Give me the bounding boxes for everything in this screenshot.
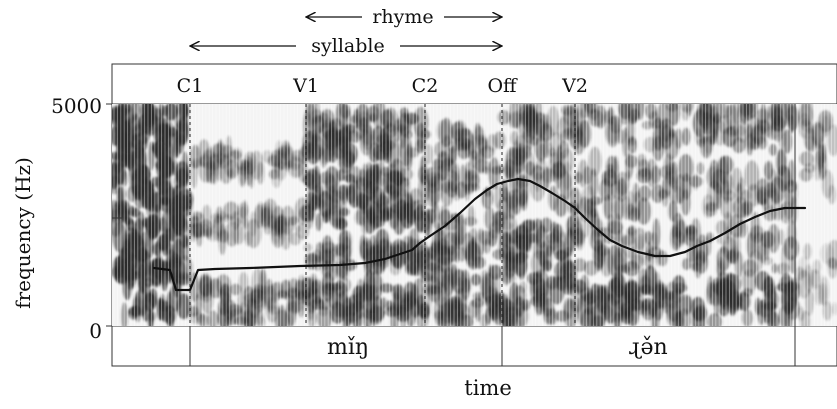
landmark-c1: C1 (177, 75, 204, 97)
spectrogram-energy (522, 219, 537, 231)
spectrogram-energy (335, 246, 343, 260)
spectrogram-energy (706, 282, 716, 305)
spectrogram-energy (779, 167, 790, 190)
landmark-v1: V1 (292, 75, 319, 97)
spectrogram-energy (658, 251, 668, 267)
spectrogram-energy (682, 128, 690, 146)
spectrogram-energy (477, 135, 489, 155)
spectrogram (108, 90, 837, 338)
spectrogram-energy (392, 284, 404, 300)
spectrogram-energy (771, 188, 781, 204)
spectrogram-energy (707, 313, 722, 330)
spectrogram-energy (520, 189, 528, 211)
spectrogram-energy (400, 107, 409, 117)
spectrogram-energy (776, 263, 790, 275)
spectrogram-energy (755, 271, 770, 291)
spectrogram-energy (804, 265, 813, 293)
spectrogram-energy (210, 155, 218, 185)
spectrogram-energy (665, 163, 676, 185)
landmark-v2: V2 (561, 75, 588, 97)
spectrogram-energy (432, 202, 440, 229)
landmark-c2: C2 (412, 75, 439, 97)
spectrogram-energy (757, 300, 766, 325)
spectrogram-energy (487, 229, 497, 247)
spectrogram-energy (243, 286, 254, 309)
spectrogram-energy (549, 276, 564, 304)
spectrogram-energy (280, 221, 291, 250)
segment-ren: ɻə̌n (628, 335, 667, 360)
spectrogram-energy (694, 255, 706, 266)
spectrogram-energy (226, 151, 241, 163)
spectrogram-energy (755, 109, 769, 123)
y-top-label: 5000 (51, 94, 102, 118)
spectrogram-energy (681, 296, 693, 313)
spectrogram-energy (702, 194, 715, 218)
spectrogram-energy (800, 311, 810, 333)
spectrogram-energy (308, 198, 315, 222)
x-axis-title: time (464, 376, 512, 400)
spectrogram-energy (649, 232, 658, 250)
spectrogram-energy (171, 197, 181, 205)
spectrogram-energy (167, 291, 174, 318)
spectrogram-energy (456, 128, 471, 137)
y-bottom-label: 0 (89, 319, 102, 343)
spectrogram-energy (682, 258, 691, 270)
y-axis-title: frequency (Hz) (11, 157, 35, 309)
spectrogram-energy (375, 229, 390, 255)
spectrogram-energy (325, 283, 335, 291)
spectrogram-energy (742, 201, 753, 216)
spectrogram-energy (553, 224, 564, 243)
spectrogram-energy (746, 133, 755, 150)
spectrogram-energy (697, 162, 704, 175)
spectrogram-energy (310, 298, 325, 309)
spectrogram-energy (742, 309, 753, 327)
spectrogram-energy (613, 272, 625, 298)
spectrogram-energy (562, 162, 573, 190)
spectrogram-energy (732, 137, 746, 153)
spectrogram-energy (763, 289, 779, 310)
syllable-span: syllable (190, 35, 502, 57)
spectrogram-energy (637, 154, 646, 167)
spectrogram-energy (568, 120, 583, 149)
spectrogram-energy (505, 231, 511, 249)
spectrogram-energy (533, 240, 544, 259)
spectrogram-energy (530, 137, 538, 146)
spectrogram-energy (681, 173, 691, 199)
spectrogram-energy (129, 151, 138, 181)
spectrogram-energy (471, 274, 481, 286)
spectrogram-energy (526, 110, 535, 125)
spectrogram-energy (207, 221, 215, 230)
spectrogram-energy (460, 270, 471, 301)
segment-ming: mǐŋ (327, 335, 369, 360)
spectrogram-energy (178, 116, 189, 145)
syllable-label: syllable (311, 35, 384, 57)
spectrogram-energy (109, 152, 124, 160)
spectrogram-energy (149, 288, 157, 307)
spectrogram-energy (113, 105, 128, 136)
spectrogram-energy (193, 229, 202, 237)
spectrogram-energy (368, 142, 380, 163)
rhyme-label: rhyme (372, 6, 433, 28)
spectrogram-energy (133, 114, 140, 131)
spectrogram-energy (549, 132, 564, 151)
spectrogram-energy (818, 152, 827, 178)
spectrogram-energy (764, 161, 774, 180)
spectrogram-energy (627, 138, 636, 146)
spectrogram-energy (469, 228, 477, 243)
rhyme-span: rhyme (306, 6, 502, 28)
spectrogram-energy (164, 103, 178, 121)
spectrogram-energy (625, 171, 631, 181)
spectrogram-energy (316, 213, 322, 231)
landmark-off: Off (487, 75, 518, 97)
spectrogram-energy (271, 225, 281, 236)
spectrogram-energy (431, 252, 440, 275)
spectrogram-energy (116, 203, 129, 223)
spectrogram-energy (626, 191, 636, 216)
